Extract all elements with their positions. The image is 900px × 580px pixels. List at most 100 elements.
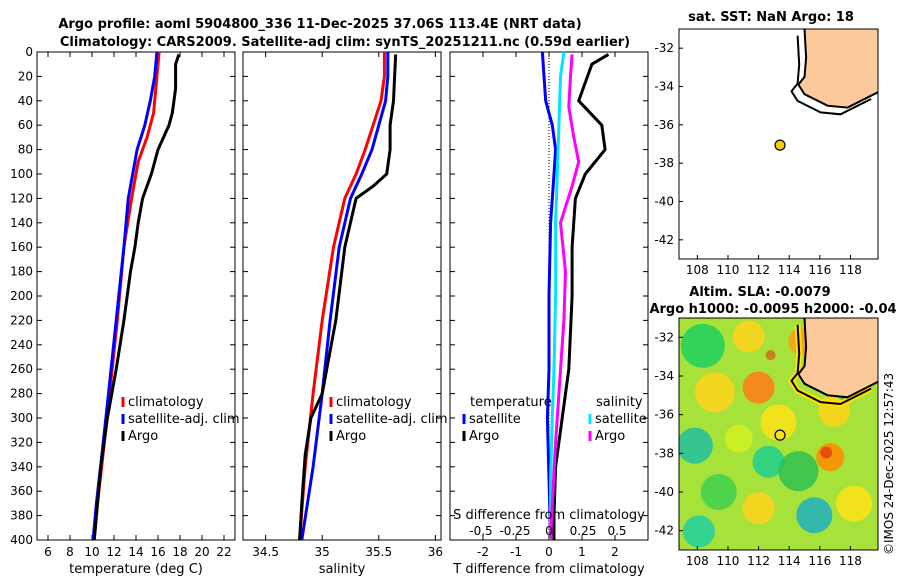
series-line-temperature-argo xyxy=(552,53,610,540)
coastline xyxy=(797,29,878,109)
y-tick-label: 0 xyxy=(25,45,33,59)
y-tick-label: 180 xyxy=(10,265,33,279)
s-tick-label: 0.25 xyxy=(570,524,597,538)
top-axis-label: S difference from climatology xyxy=(453,508,645,523)
sla-anomaly-blob xyxy=(796,497,833,534)
x-tick-label: 6 xyxy=(44,545,52,559)
y-tick-label: -36 xyxy=(654,118,674,132)
x-axis-label: salinity xyxy=(319,562,366,577)
x-tick-label: -2 xyxy=(477,545,489,559)
x-tick-label: 110 xyxy=(717,554,740,568)
y-tick-label: 400 xyxy=(10,533,33,547)
y-tick-label: 380 xyxy=(10,509,33,523)
map-content xyxy=(679,29,878,259)
x-tick-label: 116 xyxy=(808,263,831,277)
x-tick-label: 114 xyxy=(778,554,801,568)
y-tick-label: -42 xyxy=(654,524,674,538)
y-tick-label: 20 xyxy=(18,69,33,83)
legend-label: Argo xyxy=(336,429,366,444)
x-tick-label: 35 xyxy=(315,545,330,559)
y-tick-label: 360 xyxy=(10,484,33,498)
s-tick-label: 0 xyxy=(545,524,553,538)
y-tick-label: -32 xyxy=(654,41,674,55)
legend-label: satellite-adj. clim xyxy=(336,412,448,427)
x-tick-label: 112 xyxy=(747,263,770,277)
legend-heading-temperature: temperature xyxy=(470,395,552,410)
y-tick-label: 40 xyxy=(18,94,33,108)
x-tick-label: 108 xyxy=(686,263,709,277)
y-tick-label: 340 xyxy=(10,460,33,474)
x-tick-label: 20 xyxy=(194,545,209,559)
australia-land xyxy=(798,318,878,398)
s-tick-label: 0.5 xyxy=(607,524,626,538)
sst-map-panel: 108 110 112 114 116 118 -32 -34 -36 -38 -40 -42 xyxy=(654,28,879,277)
sla-anomaly-blob xyxy=(778,451,819,492)
y-tick-label: 280 xyxy=(10,387,33,401)
legend-label: satellite-adj. clim xyxy=(128,412,240,427)
isobath-contour xyxy=(790,324,872,406)
plot-frame xyxy=(242,51,442,541)
sla-anomaly-blob xyxy=(836,485,873,522)
map-content xyxy=(679,318,878,550)
s-tick-label: -0.25 xyxy=(499,524,530,538)
series-line-climatology xyxy=(298,52,386,541)
y-tick-label: 320 xyxy=(10,435,33,449)
y-tick-label: 120 xyxy=(10,191,33,205)
sla-map-title-line1: Altim. SLA: -0.0079 xyxy=(689,285,830,300)
x-tick-label: 0 xyxy=(545,545,553,559)
y-tick-label: -36 xyxy=(654,408,674,422)
legend-heading-salinity: salinity xyxy=(596,395,643,410)
sla-anomaly-blob xyxy=(765,350,776,361)
series-line-argo xyxy=(298,54,398,541)
series-line-argo xyxy=(92,53,181,541)
x-tick-label: -1 xyxy=(510,545,522,559)
y-tick-label: -38 xyxy=(654,446,674,460)
sla-anomaly-blob xyxy=(700,474,737,510)
salinity-panel: 34.5 35 35.5 36 salinity climatology satellite… xyxy=(242,51,448,577)
y-tick-label: -42 xyxy=(654,233,674,247)
sla-anomaly-blob xyxy=(694,372,735,413)
legend-label: Argo xyxy=(595,429,625,444)
sla-anomaly-blob xyxy=(682,515,715,548)
y-tick-label: -38 xyxy=(654,156,674,170)
y-tick-label: 60 xyxy=(18,118,33,132)
y-tick-label: 220 xyxy=(10,313,33,327)
imos-watermark: ©IMOS 24-Dec-2025 12:57:43 xyxy=(882,373,896,555)
legend-label: satellite xyxy=(469,412,521,427)
x-tick-label: 118 xyxy=(839,263,862,277)
australia-land xyxy=(798,29,878,108)
argo-location-marker xyxy=(774,429,786,441)
plot-frame xyxy=(36,51,236,541)
x-tick-label: 8 xyxy=(66,545,74,559)
sla-anomaly-blob xyxy=(732,320,765,353)
x-axis-label: temperature (deg C) xyxy=(69,562,203,577)
y-tick-label: -40 xyxy=(654,195,674,209)
y-tick-label: -34 xyxy=(654,369,674,383)
x-tick-label: 35.5 xyxy=(365,545,392,559)
x-tick-label: 36 xyxy=(428,545,443,559)
sla-anomaly-blob xyxy=(742,492,775,525)
x-tick-label: 16 xyxy=(150,545,165,559)
x-tick-label: 118 xyxy=(839,554,862,568)
series-line-salinity-satellite xyxy=(549,51,566,540)
x-tick-label: 18 xyxy=(172,545,187,559)
x-tick-label: 110 xyxy=(717,263,740,277)
y-tick-label: 100 xyxy=(10,167,33,181)
y-tick-label: 300 xyxy=(10,411,33,425)
legend-label: satellite xyxy=(595,412,647,427)
sla-anomaly-blob xyxy=(816,443,845,472)
x-axis-label: T difference from climatology xyxy=(452,562,645,577)
x-tick-label: 14 xyxy=(128,545,143,559)
y-tick-label: -34 xyxy=(654,80,674,94)
sla-map-title-line2: Argo h1000: -0.0095 h2000: -0.04 xyxy=(649,302,896,317)
s-tick-label: -0.5 xyxy=(469,524,492,538)
sla-anomaly-blob xyxy=(760,404,797,441)
x-tick-label: 2 xyxy=(611,545,619,559)
x-tick-label: 12 xyxy=(106,545,121,559)
sla-anomaly-blob xyxy=(752,445,785,478)
sla-anomaly-blob xyxy=(724,424,753,453)
series-line-salinity-argo xyxy=(549,54,581,541)
series-line-satellite-adj-clim xyxy=(300,52,390,541)
figure-title-line1: Argo profile: aoml 5904800_336 11-Dec-20… xyxy=(58,17,581,32)
